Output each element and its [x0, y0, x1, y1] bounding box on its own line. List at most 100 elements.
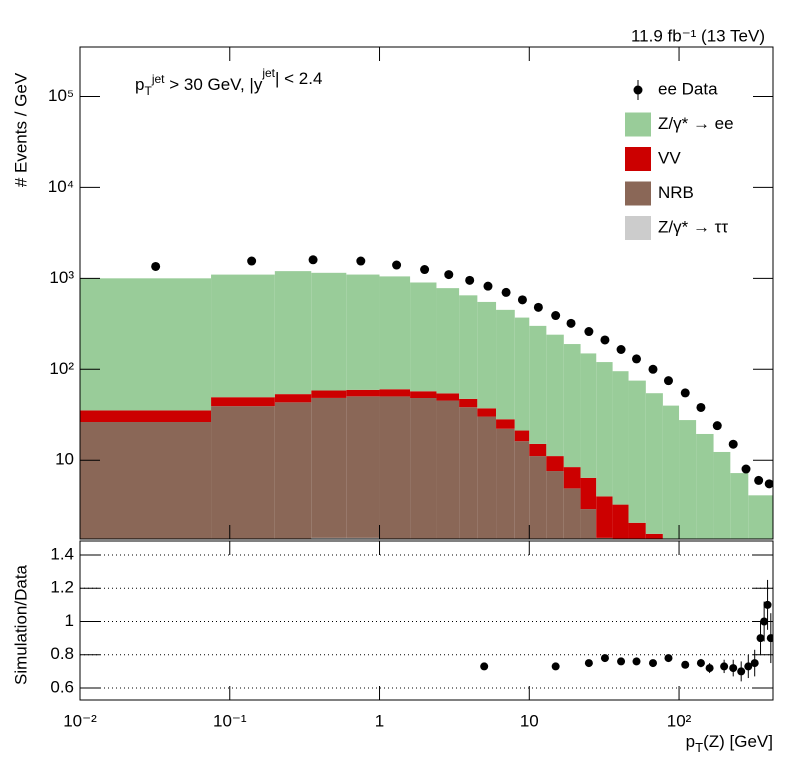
data-point — [308, 255, 318, 265]
stack-bar — [436, 393, 460, 401]
data-point — [728, 439, 738, 449]
stack-bar — [629, 549, 646, 669]
stack-bar — [529, 456, 547, 539]
x-tick-label: 10 — [520, 711, 539, 730]
stack-bar — [436, 400, 460, 539]
data-point — [663, 376, 673, 386]
stack-bar — [564, 549, 581, 642]
stack-bar — [410, 549, 436, 599]
data-point — [696, 402, 706, 412]
legend-marker — [633, 85, 643, 95]
legend-label: Z/γ* → ee — [658, 114, 734, 133]
stack-bar — [581, 549, 597, 642]
stack-bar — [679, 569, 696, 595]
x-axis-label-part: T — [695, 740, 703, 755]
stack-bar — [646, 549, 663, 669]
data-point — [501, 287, 511, 297]
stack-bar — [211, 406, 275, 539]
stack-bar — [662, 405, 680, 539]
legend: ee Data Z/γ* → ee VV NRB Z/γ* → ττ — [625, 79, 734, 240]
cut-label-part: T — [144, 84, 152, 98]
stack-bar — [410, 398, 437, 539]
stack-bar — [514, 441, 530, 539]
ratio-point — [696, 659, 705, 668]
ratio-point — [664, 654, 673, 663]
ratio-point — [681, 660, 690, 669]
data-point — [584, 327, 594, 337]
stack-bar — [628, 380, 646, 523]
stack-bar — [311, 537, 347, 539]
data-point — [483, 281, 493, 291]
stack-bar — [580, 353, 597, 478]
stack-bar — [211, 397, 275, 407]
stack-bar — [580, 477, 597, 510]
stack-bar — [346, 274, 380, 390]
stack-bar — [410, 282, 437, 392]
x-tick-label: 1 — [375, 711, 384, 730]
data-point — [616, 344, 626, 354]
data-point — [533, 302, 543, 312]
stack-bar — [274, 394, 312, 403]
x-axis-label-part: p — [686, 732, 695, 751]
stack-bar — [211, 274, 275, 398]
ratio-point — [763, 600, 772, 609]
ratio-point — [617, 657, 626, 666]
ratio-point — [720, 662, 729, 671]
data-point — [420, 265, 430, 275]
stack-bar — [629, 558, 646, 670]
ratio-point — [648, 659, 657, 668]
y-tick-label: 1 — [65, 611, 74, 630]
y-tick-label: 1.4 — [50, 544, 74, 563]
cut-label-part: > 30 GeV, |y — [165, 75, 263, 94]
stack-bar — [459, 295, 478, 399]
stack-bar — [663, 549, 679, 669]
stack-bar — [645, 533, 663, 539]
stack-bar — [612, 504, 629, 539]
stack-bar — [346, 537, 380, 539]
ratio-point — [600, 654, 609, 663]
stack-bar — [380, 549, 411, 599]
data-point — [764, 479, 773, 489]
stack-bar — [477, 416, 497, 539]
cut-label-part: jet — [261, 66, 275, 80]
stack-bar — [477, 408, 497, 417]
ratio-point — [744, 662, 753, 671]
stack-bar — [496, 428, 515, 539]
data-point — [680, 388, 690, 398]
stack-bar — [563, 467, 581, 489]
legend-swatch — [625, 216, 651, 240]
data-point — [632, 354, 642, 364]
stack-bar — [546, 456, 564, 472]
ratio-point — [632, 657, 641, 666]
data-point — [517, 295, 527, 305]
data-point — [648, 364, 658, 374]
y-tick-label: 1.2 — [50, 578, 74, 597]
x-tick-label: 10⁻² — [63, 711, 97, 730]
data-point — [551, 311, 561, 321]
ratio-point — [480, 662, 489, 671]
ratio-point — [705, 664, 714, 673]
stack-bar — [311, 397, 347, 538]
stack-bar — [496, 309, 515, 420]
stack-bar — [211, 549, 275, 599]
stack-bar — [515, 549, 530, 615]
stack-bar — [275, 549, 311, 599]
stack-bar — [679, 549, 696, 690]
stack-bar — [596, 496, 613, 538]
stack-bar — [496, 549, 515, 615]
stack-bar — [80, 549, 211, 599]
stack-bar — [477, 301, 497, 409]
y-tick-label: 10 — [55, 450, 74, 469]
lumi-label: 11.9 fb⁻¹ (13 TeV) — [631, 26, 765, 45]
ratio-point — [766, 634, 773, 643]
cut-label-part: p — [135, 75, 144, 94]
stack-bar — [679, 595, 696, 690]
legend-swatch — [625, 112, 651, 137]
stack-bar — [379, 396, 411, 539]
data-point — [392, 260, 402, 270]
axes: 10 10² 10³ 10⁴ 10⁵ 10⁻² 10⁻¹ 1 10 10² 0.6 0.8 1 1.2 1.… — [48, 47, 773, 730]
stack-bar — [546, 334, 564, 457]
stack-bar — [477, 549, 496, 615]
stack-bar — [80, 422, 212, 539]
stack-bar — [645, 393, 663, 534]
